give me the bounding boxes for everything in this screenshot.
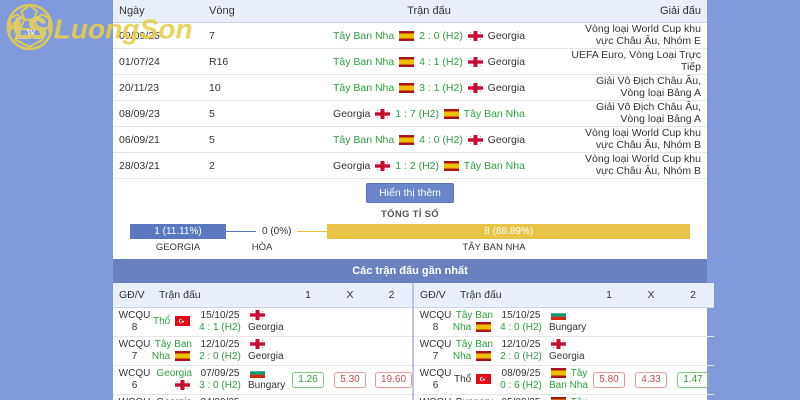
svg-text:L: L bbox=[14, 13, 32, 45]
svg-text:.TV: .TV bbox=[24, 29, 35, 36]
svg-text:S: S bbox=[28, 13, 47, 45]
